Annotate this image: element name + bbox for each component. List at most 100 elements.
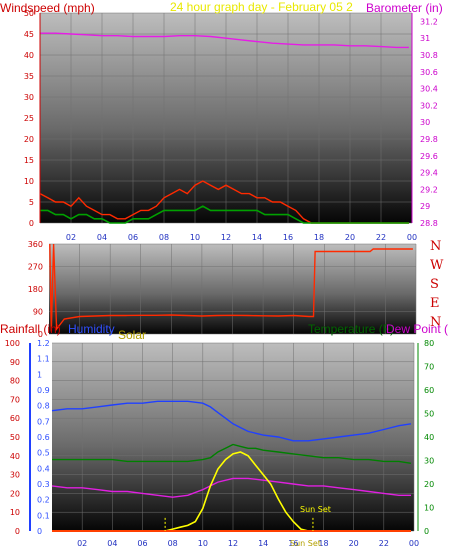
humidity-axis-title: Humidity <box>68 322 115 336</box>
chart-title: 24 hour graph day - February 05 2 <box>170 0 353 14</box>
compass-label: N <box>430 315 441 330</box>
temperature-tick-label: 10 <box>424 504 434 513</box>
temp-xtick-label: 22 <box>379 539 389 547</box>
wind-tick-label: 0 <box>29 219 34 228</box>
wind-tick-label: 20 <box>24 135 34 144</box>
temp-xtick-label: 18 <box>318 539 328 547</box>
wind-series <box>39 32 409 224</box>
dewpoint-line <box>51 477 411 498</box>
rainfall-tick-label: 90 <box>10 358 20 367</box>
baro-tick-label: 31.2 <box>420 17 438 26</box>
temp-xtick-label: 04 <box>107 539 117 547</box>
wind-xtick-label: 08 <box>159 233 169 242</box>
baro-tick-label: 30.2 <box>420 101 438 110</box>
baro-axis-title: Barometer (in) <box>366 1 443 15</box>
wind-axis-title: Windspeed (mph) <box>0 1 95 15</box>
humidity-line <box>51 400 412 442</box>
baro-tick-label: 30.4 <box>420 85 438 94</box>
wind-xtick-label: 18 <box>314 233 324 242</box>
humidity-tick-label: 0.7 <box>37 417 50 426</box>
temperature-axis-title: Temperature (F) <box>308 322 394 336</box>
wind-ticks: 0 5 10 15 20 25 30 35 40 45 50 02 04 06 08 10 12 14 16 18 20… <box>24 9 438 242</box>
compass-label: N <box>430 239 441 254</box>
temp-series <box>51 400 412 532</box>
wind-tick-label: 10 <box>24 177 34 186</box>
baro-tick-label: 29.6 <box>420 152 438 161</box>
humidity-tick-label: 1.1 <box>37 355 50 364</box>
wind-xtick-label: 22 <box>376 233 386 242</box>
compass-label: S <box>430 277 439 292</box>
humidity-tick-label: 1 <box>37 370 42 379</box>
rainfall-tick-label: 50 <box>10 433 20 442</box>
direction-gridlines <box>49 243 417 335</box>
humidity-tick-label: 0.8 <box>37 402 50 411</box>
rainfall-tick-label: 100 <box>5 339 20 348</box>
baro-tick-label: 30.6 <box>420 68 438 77</box>
direction-tick-label: 360 <box>28 240 43 249</box>
temperature-tick-label: 30 <box>424 457 434 466</box>
compass-label: W <box>430 258 444 273</box>
temp-xtick-label: 02 <box>77 539 87 547</box>
humidity-tick-label: 0.3 <box>37 480 50 489</box>
wind-xtick-label: 12 <box>221 233 231 242</box>
rainfall-tick-label: 30 <box>10 471 20 480</box>
direction-series <box>49 243 413 332</box>
temp-ticks: 010203040506070809010000.10.20.30.40.50.… <box>5 339 434 547</box>
rainfall-axis-title: Rainfall (in) <box>0 322 61 336</box>
wind-calm-line <box>40 205 409 224</box>
dewpoint-axis-title: Dew Point ( <box>386 322 448 336</box>
baro-tick-label: 28.8 <box>420 219 438 228</box>
wind-tick-label: 5 <box>29 198 34 207</box>
wind-xtick-label: 16 <box>283 233 293 242</box>
wind-xtick-label: 06 <box>128 233 138 242</box>
baro-tick-label: 29.2 <box>420 185 438 194</box>
humidity-tick-label: 0.5 <box>37 449 50 458</box>
rainfall-tick-label: 20 <box>10 489 20 498</box>
baro-tick-label: 29.8 <box>420 135 438 144</box>
temp-xtick-label: 08 <box>168 539 178 547</box>
wind-tick-label: 30 <box>24 93 34 102</box>
humidity-tick-label: 0.6 <box>37 433 50 442</box>
sunset-annotation-2: Sun Set <box>290 539 321 547</box>
sunset-annotation-1: Sun Set <box>300 505 331 514</box>
temperature-tick-label: 20 <box>424 480 434 489</box>
direction-tick-label: 180 <box>28 285 43 294</box>
wind-tick-label: 35 <box>24 72 34 81</box>
direction-tick-label: 270 <box>28 263 43 272</box>
direction-tick-label: 90 <box>33 308 43 317</box>
temp-xtick-label: 12 <box>228 539 238 547</box>
temp-xtick-label: 14 <box>258 539 268 547</box>
rainfall-tick-label: 70 <box>10 395 20 404</box>
temp-xtick-label: 06 <box>137 539 147 547</box>
solar-axis-title: Solar <box>118 328 146 342</box>
wind-tick-label: 40 <box>24 51 34 60</box>
wind-xtick-label: 10 <box>190 233 200 242</box>
temp-xtick-label: 16 <box>288 539 298 547</box>
temperature-tick-label: 50 <box>424 410 434 419</box>
baro-tick-label: 30.8 <box>420 51 438 60</box>
wind-tick-label: 45 <box>24 30 34 39</box>
temp-xtick-label: 10 <box>198 539 208 547</box>
wind-xtick-label: 02 <box>66 233 76 242</box>
wind-xtick-label: 14 <box>252 233 262 242</box>
humidity-tick-label: 0.1 <box>37 511 50 520</box>
rainfall-tick-label: 60 <box>10 414 20 423</box>
wind-xtick-label: 00 <box>407 233 417 242</box>
wind-tick-label: 15 <box>24 156 34 165</box>
baro-tick-label: 31 <box>420 34 430 43</box>
rainfall-tick-label: 0 <box>15 527 20 536</box>
wind-tick-label: 25 <box>24 114 34 123</box>
rainfall-tick-label: 10 <box>10 508 20 517</box>
temperature-tick-label: 70 <box>424 363 434 372</box>
humidity-tick-label: 0.4 <box>37 464 50 473</box>
temperature-tick-label: 60 <box>424 386 434 395</box>
rainfall-tick-label: 40 <box>10 452 20 461</box>
humidity-tick-label: 1.2 <box>37 339 50 348</box>
wind-direction-line <box>49 243 413 332</box>
humidity-tick-label: 0.9 <box>37 386 50 395</box>
baro-tick-label: 30 <box>420 118 430 127</box>
solar-line <box>164 451 309 532</box>
